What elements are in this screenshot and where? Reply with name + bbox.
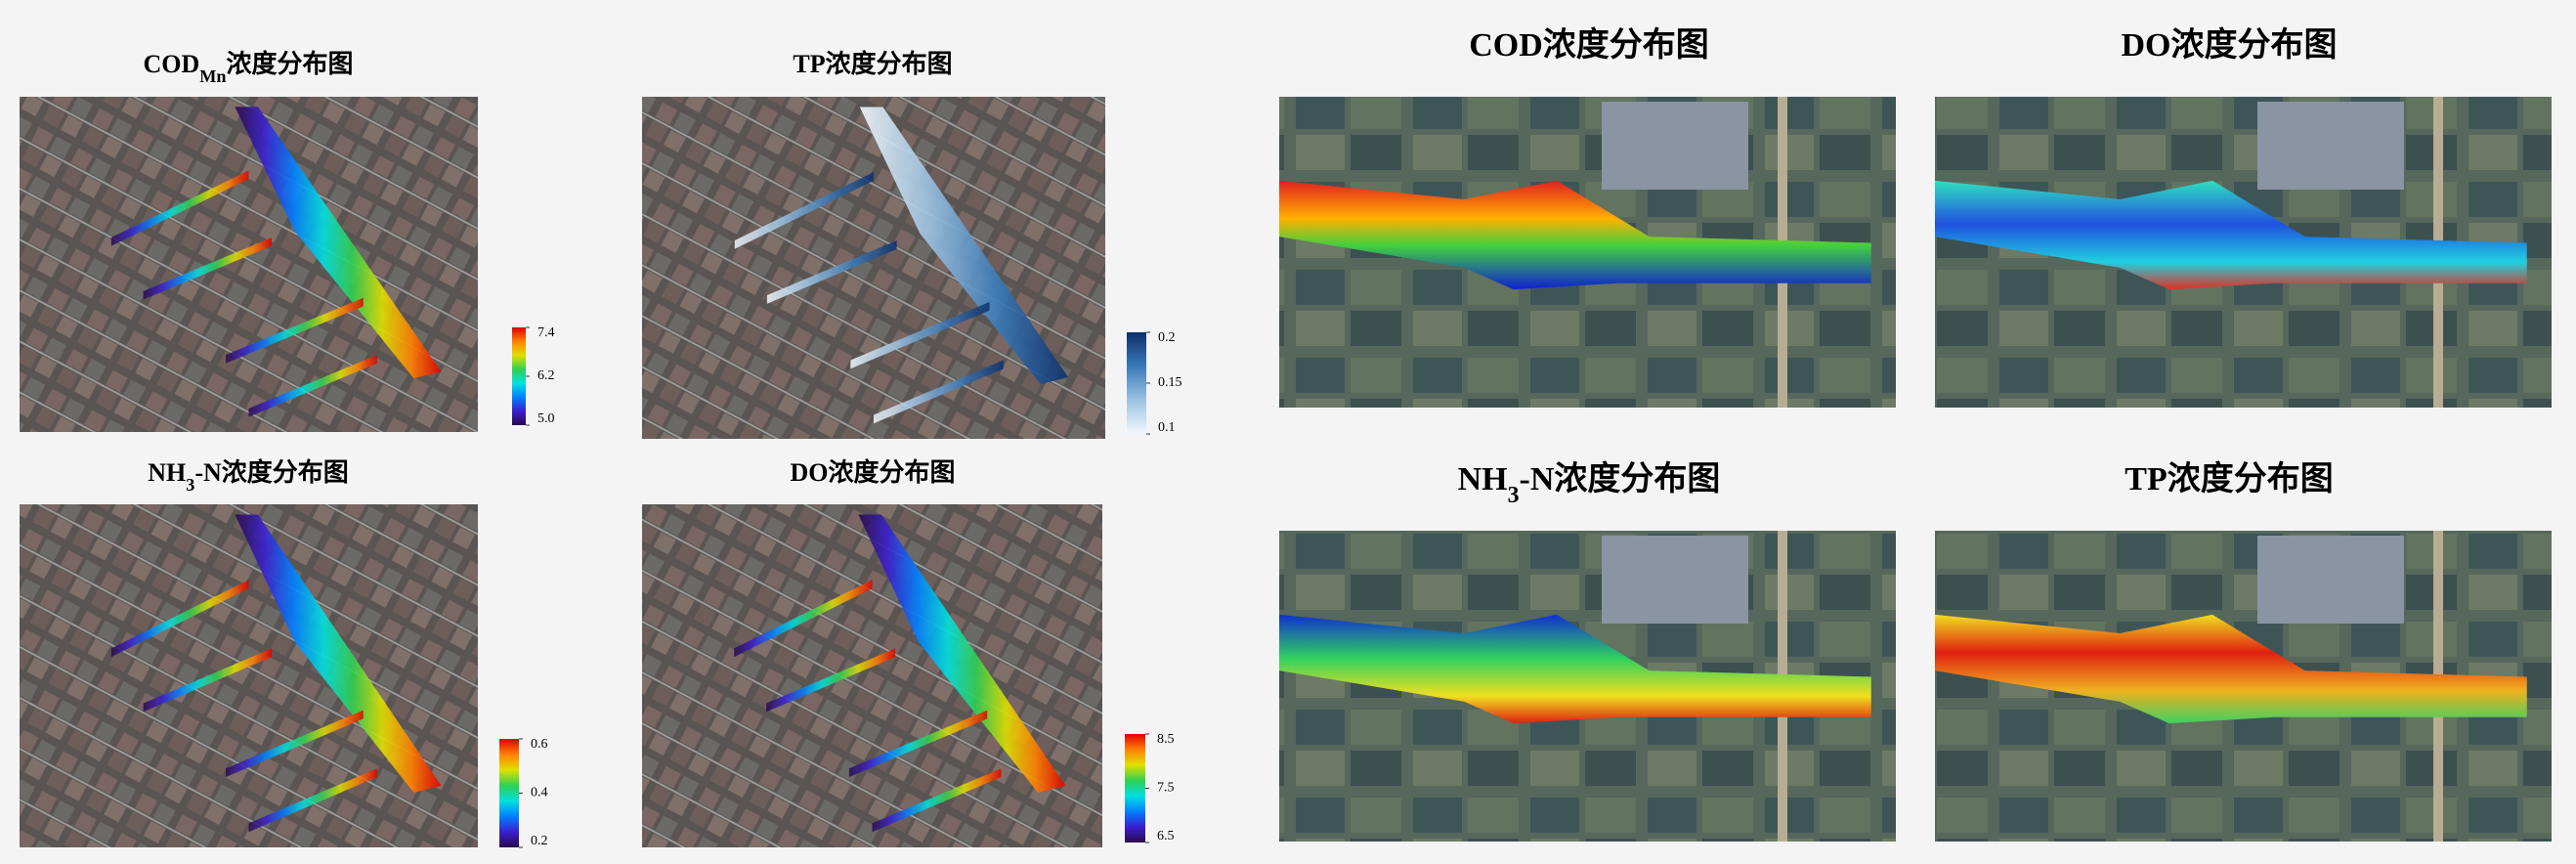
title-part: NH xyxy=(148,458,186,487)
colorbar xyxy=(499,739,519,847)
river-branch xyxy=(734,172,874,249)
colorbar-tick-label: 6.5 xyxy=(1157,829,1175,843)
title-part: -N浓度分布图 xyxy=(1520,460,1721,497)
river-branch xyxy=(143,238,272,300)
title-part: COD xyxy=(143,50,199,78)
river-branch xyxy=(143,648,272,713)
title-part: 3 xyxy=(186,475,194,495)
river-main xyxy=(235,514,442,793)
title-part: TP浓度分布图 xyxy=(793,49,952,78)
building xyxy=(2257,102,2404,190)
panel-title: TP浓度分布图 xyxy=(793,49,952,78)
river-branch xyxy=(110,170,249,246)
colorbar-tick-label: 0.2 xyxy=(1158,330,1176,345)
colorbar xyxy=(1125,734,1145,842)
river-branch xyxy=(226,710,364,778)
river-main xyxy=(235,107,442,379)
colorbar-tick-label: 6.2 xyxy=(537,368,555,383)
river-branch xyxy=(248,355,377,417)
colorbar-tick-label: 8.5 xyxy=(1157,732,1175,747)
colorbar-tick-label: 0.1 xyxy=(1158,420,1176,435)
river-branch xyxy=(226,297,364,364)
colorbar-tick-label: 0.2 xyxy=(531,834,548,848)
colorbar xyxy=(512,327,526,425)
river-band xyxy=(1935,614,2527,724)
colorbar-tick-label: 5.0 xyxy=(537,411,555,426)
river-band xyxy=(1935,180,2527,290)
title-part: TP浓度分布图 xyxy=(2125,460,2333,497)
panel-title: COD浓度分布图 xyxy=(1469,26,1709,64)
panel-title: NH3-N浓度分布图 xyxy=(148,457,349,495)
building xyxy=(1602,536,1748,624)
title-part: NH xyxy=(1458,461,1508,497)
river-branch xyxy=(110,580,249,658)
title-part: 浓度分布图 xyxy=(227,49,354,78)
river-branch xyxy=(874,360,1004,424)
colorbar xyxy=(1127,332,1146,434)
title-part: -N浓度分布图 xyxy=(194,457,348,487)
river-branch xyxy=(766,240,897,304)
panel-title: CODMn浓度分布图 xyxy=(143,49,353,86)
satellite-map xyxy=(20,97,478,432)
river-branch xyxy=(248,768,377,833)
title-part: Mn xyxy=(199,66,226,86)
river-main xyxy=(859,107,1069,384)
colorbar-tick-label: 0.15 xyxy=(1158,375,1182,390)
colorbar-tick-label: 0.6 xyxy=(531,737,548,752)
title-part: DO浓度分布图 xyxy=(790,457,955,487)
satellite-map xyxy=(20,504,478,847)
title-part: DO浓度分布图 xyxy=(2122,26,2338,64)
colorbar-tick-label: 0.4 xyxy=(531,786,548,800)
river-branch xyxy=(848,710,988,778)
panel-title: DO浓度分布图 xyxy=(2122,26,2338,64)
river-branch xyxy=(766,648,896,713)
panel-title: NH3-N浓度分布图 xyxy=(1458,460,1721,508)
colorbar-tick-label: 7.5 xyxy=(1157,781,1175,796)
satellite-map xyxy=(642,504,1102,847)
title-part: COD浓度分布图 xyxy=(1469,26,1709,64)
river-band xyxy=(1279,614,1871,724)
river-band xyxy=(1279,180,1871,290)
building xyxy=(2257,536,2404,624)
colorbar-tick-label: 7.4 xyxy=(537,325,555,340)
river-branch xyxy=(872,768,1002,833)
river-main xyxy=(858,514,1066,793)
satellite-map xyxy=(642,97,1105,439)
building xyxy=(1602,102,1748,190)
panel-title: TP浓度分布图 xyxy=(2125,460,2333,497)
panel-title: DO浓度分布图 xyxy=(790,457,955,487)
river-branch xyxy=(734,580,873,658)
river-branch xyxy=(850,302,990,369)
title-part: 3 xyxy=(1508,483,1520,508)
